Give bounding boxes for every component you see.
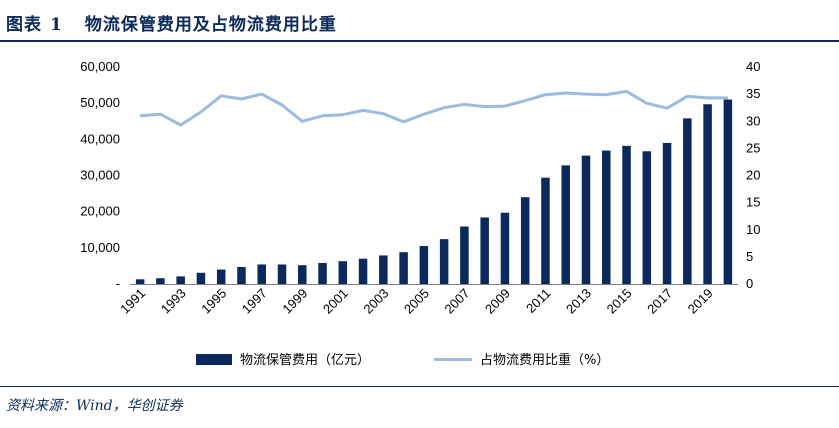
x-tick-label: 2003 <box>360 286 391 317</box>
bar-2020 <box>723 99 733 284</box>
title-divider <box>0 40 839 42</box>
bar-1991 <box>135 279 145 284</box>
right-tick-label: 35 <box>746 86 760 101</box>
bar-1995 <box>216 269 226 284</box>
right-tick-label: 15 <box>746 195 760 210</box>
ratio-line <box>139 89 728 127</box>
left-tick-label: 40,000 <box>80 131 120 146</box>
bar-2014 <box>602 150 611 284</box>
x-tick-label: 2015 <box>604 286 635 317</box>
bar-2000 <box>318 263 327 284</box>
bar-1992 <box>156 278 165 284</box>
right-tick-label: 5 <box>746 249 753 264</box>
x-tick-label: 2017 <box>644 286 675 317</box>
x-tick-label: 2013 <box>563 286 594 317</box>
x-tick-label: 1995 <box>198 286 229 317</box>
figure-title-text: 物流保管费用及占物流费用比重 <box>84 15 337 35</box>
left-tick-label: 20,000 <box>80 204 120 219</box>
x-tick-label: 2007 <box>441 286 472 317</box>
left-tick-label: - <box>116 276 120 291</box>
bar-2001 <box>338 261 348 284</box>
bar-1994 <box>196 272 206 284</box>
x-tick-label: 2019 <box>685 286 716 317</box>
bar-2015 <box>622 145 631 284</box>
figure-title: 图表 1 物流保管费用及占物流费用比重 <box>6 10 337 35</box>
legend-swatch-bars <box>196 354 232 365</box>
left-tick-label: 10,000 <box>80 240 120 255</box>
source-divider <box>0 386 839 387</box>
bar-1996 <box>237 267 246 284</box>
bar-2003 <box>379 255 388 284</box>
legend-label-bars: 物流保管费用（亿元） <box>240 353 370 368</box>
bar-2005 <box>419 246 429 284</box>
right-tick-label: 0 <box>746 276 753 291</box>
left-tick-label: 60,000 <box>80 59 120 74</box>
legend-label-line: 占物流费用比重（%） <box>480 352 609 368</box>
right-tick-label: 10 <box>746 222 760 237</box>
x-tick-label: 2009 <box>482 286 513 317</box>
x-tick-label: 2011 <box>523 286 553 316</box>
x-tick-label: 1991 <box>117 286 148 317</box>
figure-number: 1 <box>50 15 63 35</box>
right-tick-label: 30 <box>746 113 760 128</box>
bar-2012 <box>561 165 570 284</box>
bar-1993 <box>176 276 185 284</box>
bar-1997 <box>257 264 266 284</box>
source-note: 资料来源：Wind，华创证券 <box>6 398 183 414</box>
right-tick-label: 25 <box>746 140 760 155</box>
bar-2006 <box>439 239 449 284</box>
figure-label: 图表 <box>6 15 42 35</box>
bar-1999 <box>298 265 307 284</box>
x-tick-label: 1993 <box>158 286 189 317</box>
x-tick-label: 2005 <box>401 286 432 317</box>
bar-2011 <box>541 177 550 284</box>
bar-2007 <box>460 226 469 284</box>
bar-2004 <box>399 252 408 284</box>
bar-2016 <box>642 151 652 284</box>
bar-2010 <box>520 197 530 284</box>
x-tick-label: 1997 <box>239 286 270 317</box>
right-tick-label: 40 <box>746 59 760 74</box>
bar-2008 <box>480 217 489 284</box>
bar-2019 <box>703 104 712 284</box>
x-tick-label: 2001 <box>320 286 351 317</box>
bar-2013 <box>581 155 591 284</box>
bar-2018 <box>683 118 692 285</box>
bar-2002 <box>358 258 368 284</box>
bar-2009 <box>500 212 510 284</box>
left-tick-label: 30,000 <box>80 168 120 183</box>
left-tick-label: 50,000 <box>80 95 120 110</box>
bar-2017 <box>662 142 672 284</box>
chart: - 10,000 20,000 30,000 40,000 50,000 60,000 0 5 1… <box>80 59 760 368</box>
right-tick-label: 20 <box>746 168 760 183</box>
bar-1998 <box>277 264 287 284</box>
x-tick-label: 1999 <box>279 286 310 317</box>
